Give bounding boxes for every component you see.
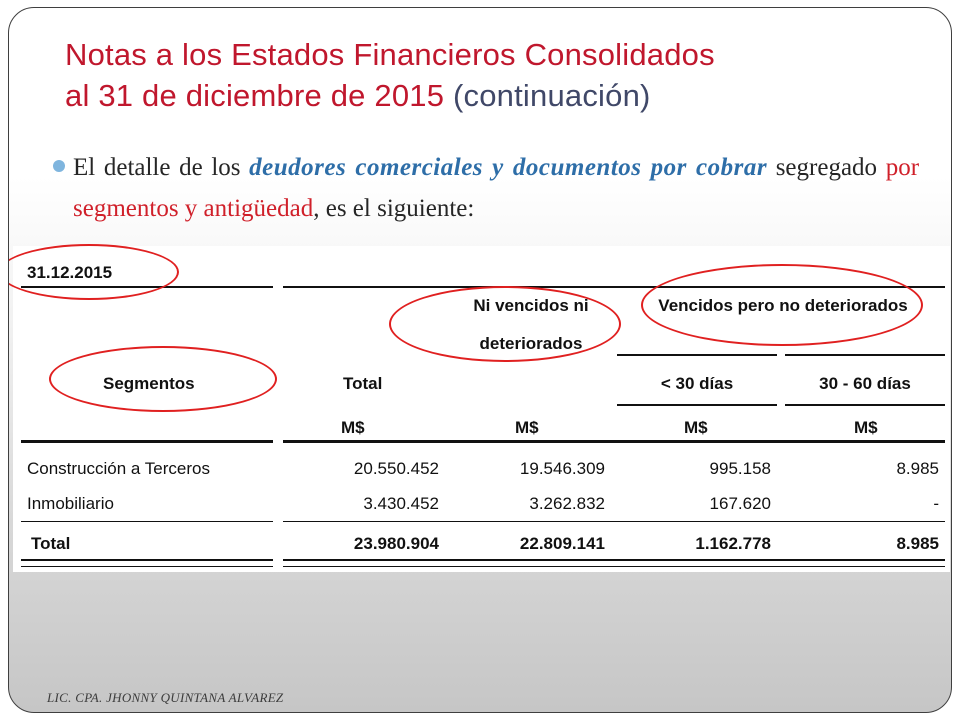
slide: Notas a los Estados Financieros Consolid… xyxy=(8,7,952,713)
currency-30-60: M$ xyxy=(854,418,878,437)
title-line-2: al 31 de diciembre de 2015 (continuación… xyxy=(65,75,925,116)
annotation-circle-segmentos xyxy=(49,346,277,412)
bullet-dot-icon xyxy=(53,160,65,172)
slide-title: Notas a los Estados Financieros Consolid… xyxy=(65,34,925,116)
rule-header-left xyxy=(21,440,273,443)
row-1-total: 20.550.452 xyxy=(353,459,439,478)
row-1-ni-vencidos: 19.546.309 xyxy=(519,459,605,478)
header-total: Total xyxy=(343,374,383,393)
annotation-circle-date xyxy=(9,244,179,300)
row-1-lt30: 995.158 xyxy=(709,459,771,478)
total-row-ni-vencidos: 22.809.141 xyxy=(519,534,605,553)
header-lt30: < 30 días xyxy=(660,374,734,393)
rule-pre-total-left xyxy=(21,521,273,522)
row-2-total: 3.430.452 xyxy=(363,494,439,513)
row-2-30-60: - xyxy=(933,494,939,513)
header-30-60: 30 - 60 días xyxy=(819,374,911,393)
title-line-1: Notas a los Estados Financieros Consolid… xyxy=(65,37,715,72)
bullet-highlight-receivables: deudores comerciales y documentos por co… xyxy=(249,154,768,181)
total-row-30-60: 8.985 xyxy=(896,534,939,553)
title-date: al 31 de diciembre de 2015 xyxy=(65,78,445,113)
rule-header-right xyxy=(283,440,945,443)
rule-sub-30-60 xyxy=(785,354,945,356)
rule-pre-total-right xyxy=(283,521,945,522)
row-1-30-60: 8.985 xyxy=(896,459,939,478)
currency-total: M$ xyxy=(341,418,365,437)
total-row-total: 23.980.904 xyxy=(353,534,439,553)
bullet-part-2: segregado xyxy=(767,154,886,181)
bullet-text: El detalle de los deudores comerciales y… xyxy=(73,147,919,229)
total-row-label: Total xyxy=(31,534,71,553)
total-row-lt30: 1.162.778 xyxy=(695,534,771,553)
row-2-ni-vencidos: 3.262.832 xyxy=(529,494,605,513)
footer-author: LIC. CPA. JHONNY QUINTANA ALVAREZ xyxy=(47,690,284,705)
rule-under-lt30 xyxy=(617,404,777,406)
rule-top-right xyxy=(283,286,945,288)
annotation-circle-vencidos xyxy=(641,264,923,346)
rule-sub-lt30 xyxy=(617,354,777,356)
bullet-part-3: , es el siguiente: xyxy=(313,195,475,222)
row-1-segment: Construcción a Terceros xyxy=(27,459,210,478)
currency-lt30: M$ xyxy=(684,418,708,437)
rule-post-total-right xyxy=(283,559,945,561)
rule-post-total-right-2 xyxy=(283,566,945,567)
annotation-circle-ni-vencidos xyxy=(389,286,621,362)
row-2-lt30: 167.620 xyxy=(709,494,771,513)
rule-under-30-60 xyxy=(785,404,945,406)
rule-post-total-left-2 xyxy=(21,566,273,567)
rule-post-total-left xyxy=(21,559,273,561)
currency-ni-vencidos: M$ xyxy=(515,418,539,437)
row-2-segment: Inmobiliario xyxy=(27,494,114,513)
bullet-highlight-segments: por segmentos y antigüedad xyxy=(73,154,920,222)
title-continuation: (continuación) xyxy=(453,78,651,113)
bullet-part-1: El detalle de los xyxy=(73,154,250,181)
